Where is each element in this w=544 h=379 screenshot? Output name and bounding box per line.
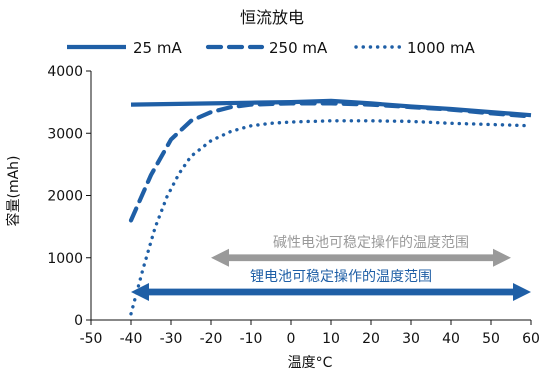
series-line-3 — [129, 119, 533, 316]
x-tick-label: 60 — [522, 331, 540, 347]
range-label-1: 碱性电池可稳定操作的温度范围 — [273, 234, 469, 251]
series-lines — [128, 98, 534, 316]
x-tick-label: -50 — [80, 331, 103, 347]
y-tick-label: 4000 — [47, 64, 83, 80]
axes: 0 1000 2000 3000 4000 -50 -40 -30 -20 -10 0 10 20 30 4… — [47, 64, 540, 347]
x-tick-label: 50 — [482, 331, 500, 347]
x-tick-label: 10 — [322, 331, 340, 347]
legend-label-3: 1000 mA — [407, 39, 476, 57]
x-tick-label: 40 — [442, 331, 460, 347]
x-axis-title: 温度°C — [288, 355, 333, 371]
y-tick-label: 3000 — [47, 126, 83, 142]
y-tick-label: 2000 — [47, 189, 83, 205]
y-tick-label: 1000 — [47, 251, 83, 267]
y-axis-title: 容量(mAh) — [5, 155, 22, 226]
x-tick-label: 0 — [287, 331, 296, 347]
chart-title: 恒流放电 — [240, 8, 304, 27]
legend-label-2: 250 mA — [269, 39, 328, 57]
x-tick-label: -40 — [120, 331, 143, 347]
x-tick-label: 20 — [362, 331, 380, 347]
x-tick-label: 30 — [402, 331, 420, 347]
x-tick-label: -10 — [240, 331, 263, 347]
x-tick-label: -30 — [160, 331, 183, 347]
series-line-2 — [128, 101, 534, 223]
range-arrow-2 — [131, 282, 531, 301]
series-line-1 — [130, 98, 532, 118]
legend: 25 mA 250 mA 1000 mA — [67, 39, 476, 57]
legend-label-1: 25 mA — [133, 39, 182, 57]
range-label-2: 锂电池可稳定操作的温度范围 — [250, 268, 432, 285]
x-tick-label: -20 — [200, 331, 223, 347]
y-tick-label: 0 — [74, 313, 83, 329]
range-arrow-1 — [211, 248, 511, 267]
